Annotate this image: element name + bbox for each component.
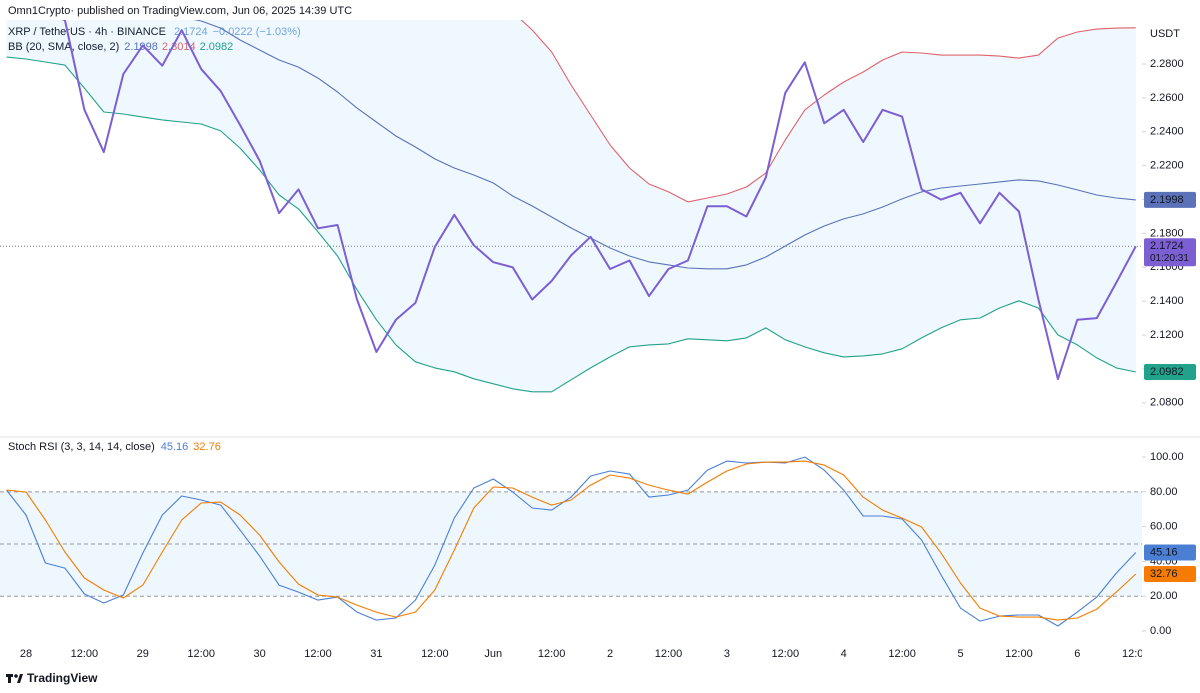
footer-logo [6, 674, 23, 683]
y-tick-label: 60.00 [1150, 521, 1178, 533]
axis-value-label: 2.0982 [1150, 366, 1184, 378]
y-tick-label: 2.2200 [1150, 160, 1184, 172]
legend-symbol: XRP / TetherUS · 4h · BINANCE [8, 26, 166, 38]
x-tick-label: 6 [1074, 648, 1080, 660]
axis-value-box [1144, 566, 1196, 583]
x-tick-label: 12:00 [71, 648, 99, 660]
y-tick-label: 2.2800 [1150, 58, 1184, 70]
x-axis: 28 12:00 29 12:00 30 12:00 31 12:00 Jun 12:00 2 12:… [20, 648, 1150, 660]
y-tick-label: 2.1800 [1150, 227, 1184, 239]
header: Omn1Crypto· published on TradingView.com… [8, 5, 352, 17]
axis-value-label: 45.16 [1150, 546, 1178, 558]
y-tick-label: 2.0800 [1150, 397, 1184, 409]
legend-last: 2.1724 [174, 26, 208, 38]
axis-value-box [1144, 363, 1196, 380]
stoch-k-last: 45.16 [161, 441, 189, 453]
y-tick-label: 2.2600 [1150, 92, 1184, 104]
x-tick-label: 5 [957, 648, 963, 660]
bb-name: BB (20, SMA, close, 2) [8, 41, 119, 53]
axis-value-box [1144, 238, 1196, 267]
y-tick-label: 2.1400 [1150, 295, 1184, 307]
axis-countdown: 01:20:31 [1150, 253, 1189, 264]
x-tick-label: 28 [20, 648, 32, 660]
y-tick-label: 80.00 [1150, 486, 1178, 498]
unit-label: USDT [1150, 28, 1180, 40]
stoch-title: Stoch RSI (3, 3, 14, 14, close) [8, 441, 155, 453]
stoch-pane [0, 456, 1142, 627]
stoch-d-last: 32.76 [193, 441, 221, 453]
y-tick-label: 0.00 [1150, 625, 1171, 637]
x-tick-label: 4 [841, 648, 847, 660]
x-tick-label: 12:00 [655, 648, 683, 660]
x-tick-label: 29 [137, 648, 149, 660]
series-line [6, 456, 1137, 627]
series-line [6, 460, 1137, 621]
axis-value-label: 2.1724 [1150, 240, 1184, 252]
axis-value-box [1144, 544, 1196, 561]
x-tick-label: 12:00 [888, 648, 916, 660]
axis-value-label: 32.76 [1150, 568, 1178, 580]
axis-value-box [1144, 191, 1196, 208]
y-tick-label: 2.2400 [1150, 126, 1184, 138]
bb-lower-last: 2.0982 [200, 41, 234, 53]
x-tick-label: 12:00 [187, 648, 215, 660]
price-legend: XRP / TetherUS · 4h · BINANCE 2.1724 −0.02… [8, 26, 301, 38]
x-tick-label: 12:00 [1005, 648, 1033, 660]
x-tick-label: Jun [484, 648, 502, 660]
footer-brand: TradingView [27, 671, 98, 685]
x-tick-label: 30 [253, 648, 265, 660]
y-tick-label: 20.00 [1150, 590, 1178, 602]
series-line [520, 20, 1136, 203]
axis-value-label: 2.1998 [1150, 194, 1184, 206]
x-tick-label: 31 [370, 648, 382, 660]
x-tick-label: 12:00 [772, 648, 800, 660]
legend-change: −0.0222 (−1.03%) [213, 26, 301, 38]
bollinger-band-fill [6, 20, 1136, 392]
series-line [6, 56, 1136, 393]
series-line [60, 20, 1137, 381]
series-line [193, 20, 1136, 270]
x-tick-label: 2 [607, 648, 613, 660]
x-tick-label: 12:00 [304, 648, 332, 660]
x-tick-label: 12:00 [421, 648, 449, 660]
y-tick-label: 2.1200 [1150, 329, 1184, 341]
y-tick-label: 100.00 [1150, 451, 1184, 463]
stoch-legend: Stoch RSI (3, 3, 14, 14, close) 45.16 32.7… [8, 441, 221, 453]
x-tick-label: 3 [724, 648, 730, 660]
x-tick-label: 12:00 [1122, 648, 1150, 660]
price-pane [6, 20, 1137, 393]
x-tick-label: 12:00 [538, 648, 566, 660]
